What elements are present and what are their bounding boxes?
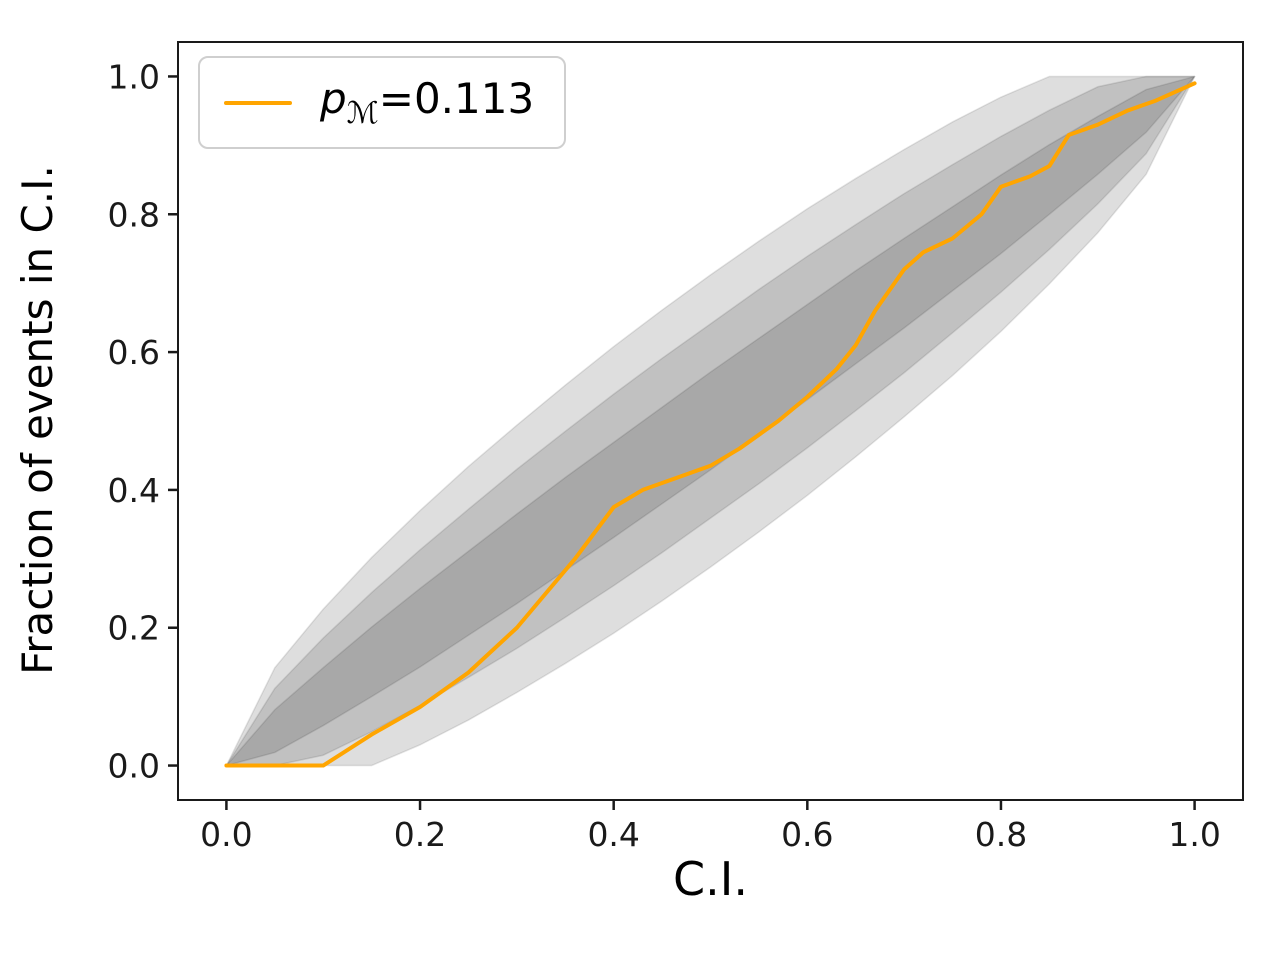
x-tick-label: 0.4 — [587, 815, 639, 854]
y-axis-label: Fraction of events in C.I. — [13, 165, 62, 675]
y-tick-label: 0.0 — [108, 747, 160, 786]
y-tick-label: 0.6 — [108, 333, 160, 372]
x-tick-label: 0.2 — [394, 815, 446, 854]
axes-frame — [177, 41, 1244, 801]
legend: pℳ=0.113 — [198, 56, 567, 149]
x-tick-label: 1.0 — [1168, 815, 1220, 854]
x-tick-label: 0.0 — [200, 815, 252, 854]
x-tick-label: 0.8 — [975, 815, 1027, 854]
legend-label: pℳ=0.113 — [320, 74, 534, 131]
legend-line-sample — [224, 100, 292, 105]
y-tick-label: 0.2 — [108, 609, 160, 648]
confidence-band-1-sigma — [225, 75, 1196, 767]
pp-curve — [224, 81, 1197, 768]
legend-symbol: p — [320, 74, 347, 123]
x-axis-label: C.I. — [673, 852, 748, 906]
y-tick-label: 0.8 — [108, 195, 160, 234]
y-tick-label: 0.4 — [108, 471, 160, 510]
legend-subscript: ℳ — [346, 96, 379, 131]
y-tick-label: 1.0 — [108, 57, 160, 96]
legend-value: =0.113 — [378, 74, 535, 123]
confidence-band-2-sigma — [225, 75, 1196, 767]
confidence-band-3-sigma — [225, 75, 1196, 767]
x-tick-label: 0.6 — [781, 815, 833, 854]
